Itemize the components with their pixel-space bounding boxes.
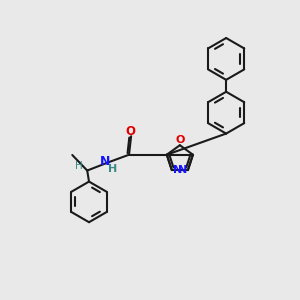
Text: H: H: [75, 161, 83, 171]
Text: N: N: [172, 165, 182, 175]
Text: H: H: [108, 164, 117, 174]
Text: O: O: [175, 135, 184, 145]
Text: N: N: [100, 155, 110, 168]
Text: O: O: [125, 124, 135, 138]
Text: N: N: [178, 165, 187, 175]
